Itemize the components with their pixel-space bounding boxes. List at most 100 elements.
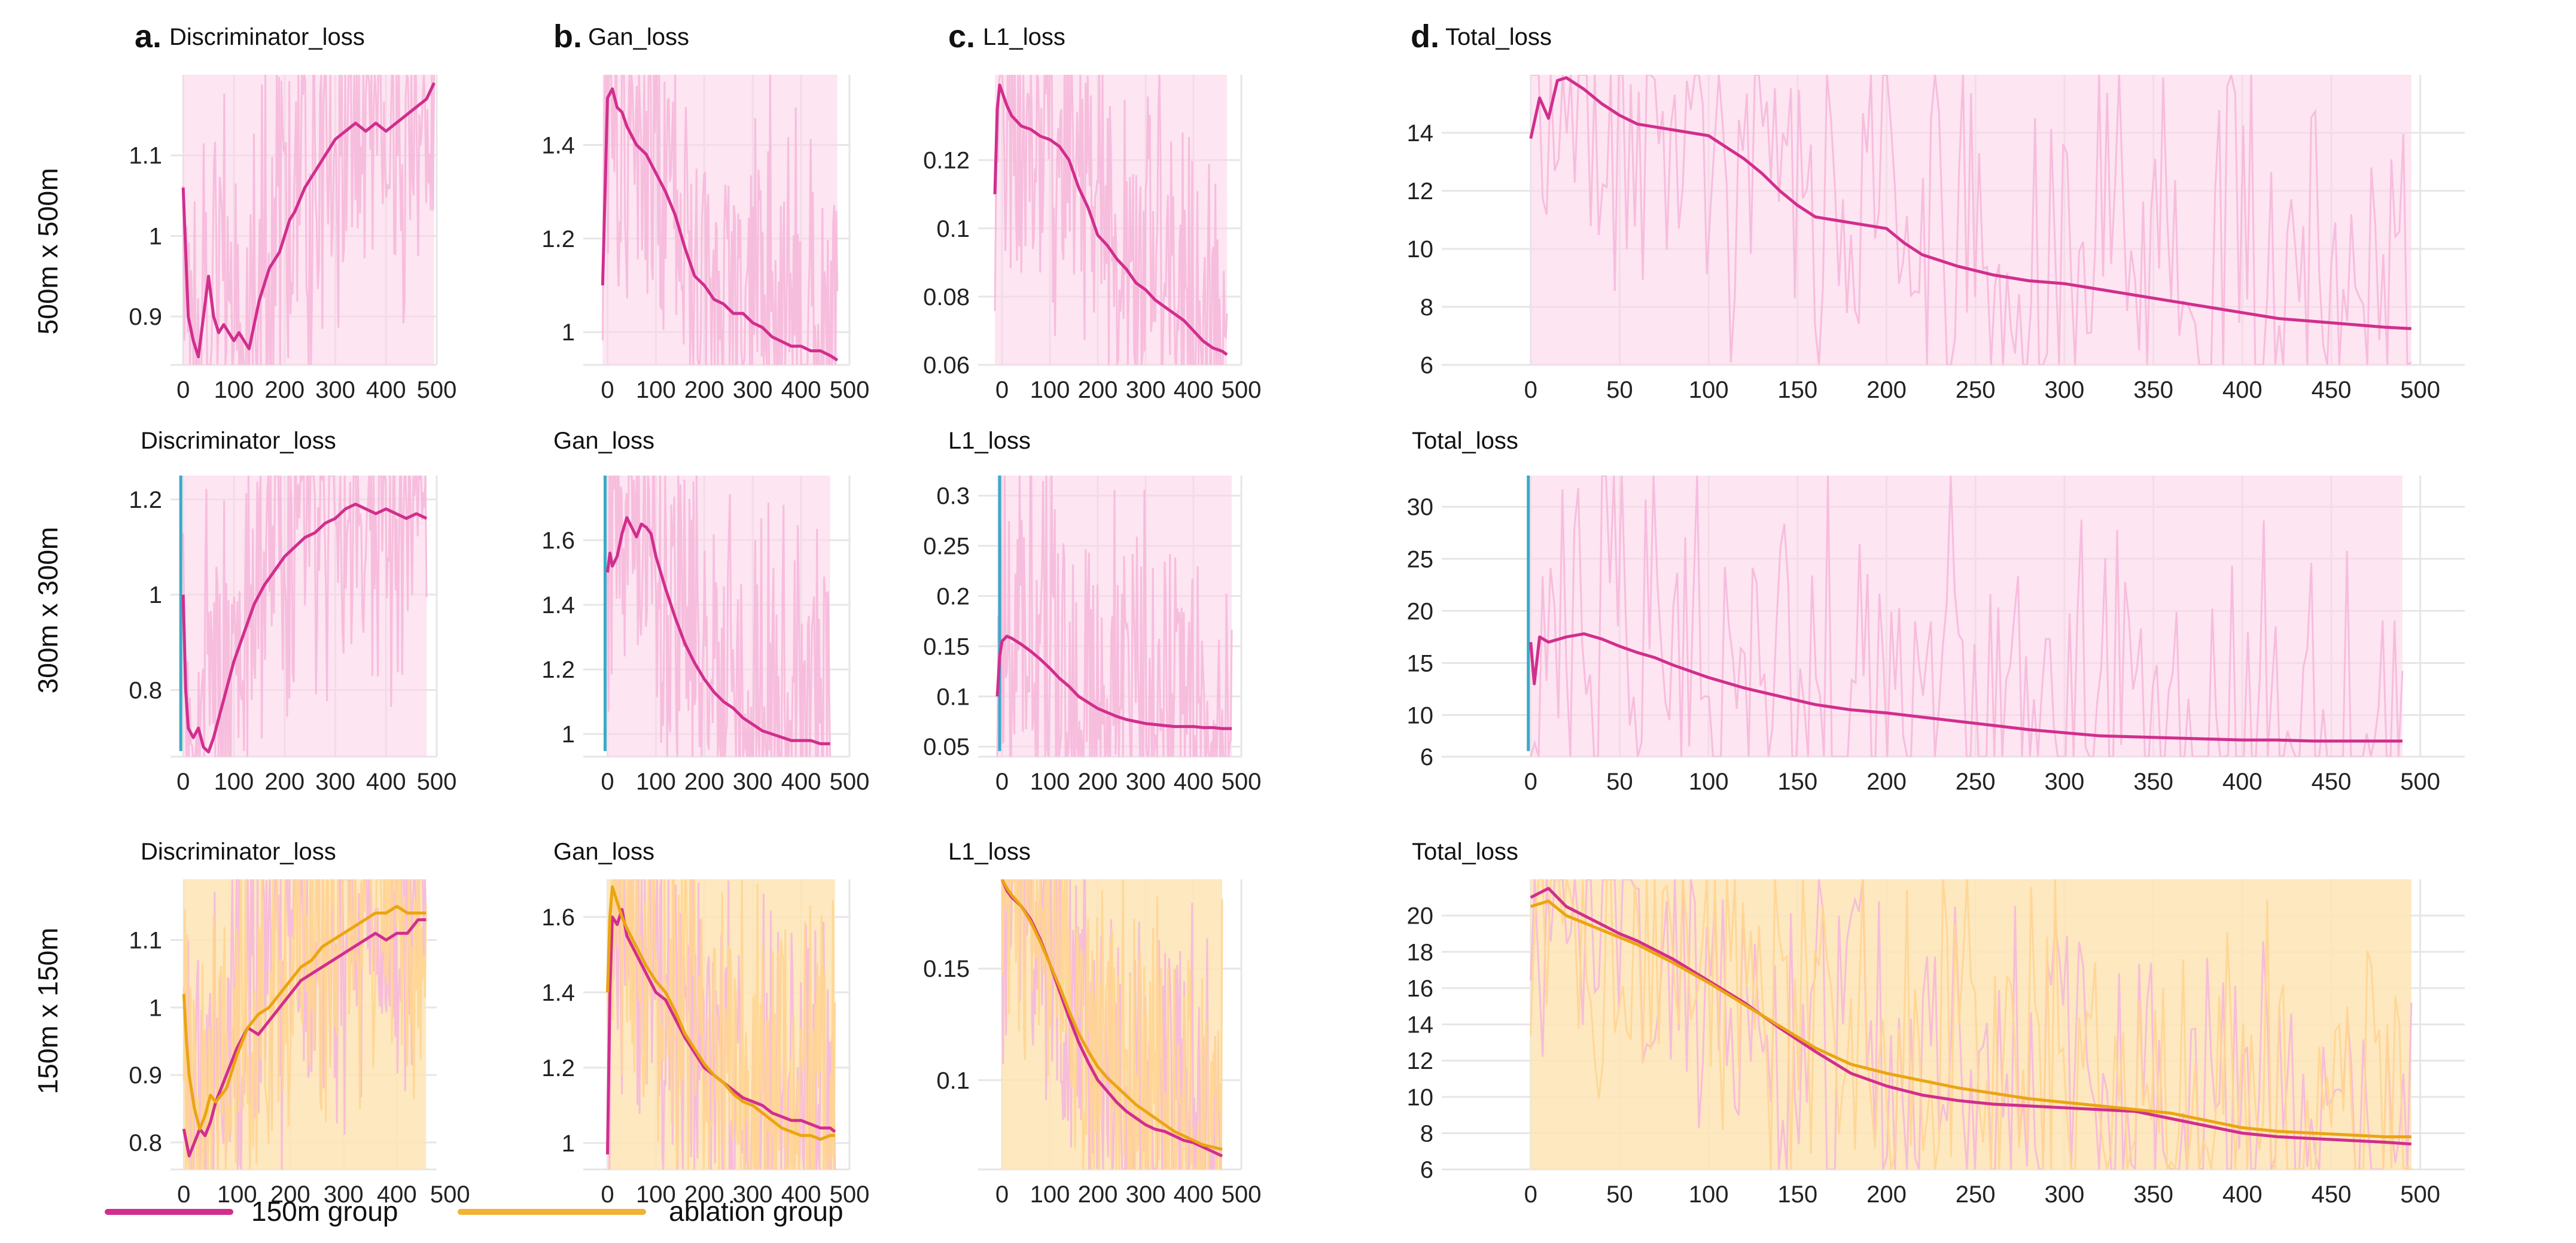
y-tick-label: 0.1 <box>936 216 970 242</box>
panel-c_500: 0 100 200 300 400 500 0.06 0.08 0.1 0.12 c. L1_loss <box>923 19 1261 403</box>
panel-title: Total_loss <box>1412 839 1518 865</box>
x-tick-label: 400 <box>1174 377 1214 403</box>
plot-area <box>601 75 839 365</box>
raw-series-ablation <box>1001 879 1223 1169</box>
plot-area <box>182 879 427 1169</box>
y-tick-label: 0.9 <box>129 1062 162 1089</box>
x-tick-label: 200 <box>264 769 305 795</box>
x-tick-label: 150 <box>1777 1181 1817 1208</box>
y-tick-label: 16 <box>1407 976 1434 1002</box>
y-tick-label: 1 <box>149 582 162 608</box>
x-tick-label: 0 <box>601 769 614 795</box>
x-tick-label: 500 <box>1222 377 1262 403</box>
x-tick-label: 450 <box>2312 377 2352 403</box>
series-line-150m-group <box>995 635 1232 730</box>
row-label-300m: 300m x 300m <box>32 527 63 694</box>
y-tick-label: 0.8 <box>129 1130 162 1156</box>
x-tick-label: 300 <box>733 769 773 795</box>
plot-area <box>605 879 836 1169</box>
y-tick-label: 1 <box>562 319 575 346</box>
x-tick-label: 300 <box>1126 1181 1166 1208</box>
x-tick-label: 400 <box>2222 1181 2263 1208</box>
x-tick-label: 500 <box>417 769 457 795</box>
series-line-150m-group <box>181 502 428 754</box>
row-label-500m: 500m x 500m <box>32 168 63 335</box>
x-tick-label: 0 <box>1524 1181 1537 1208</box>
x-tick-label: 300 <box>2044 769 2084 795</box>
x-tick-label: 300 <box>1126 377 1166 403</box>
x-tick-label: 200 <box>684 1181 724 1208</box>
x-tick-label: 500 <box>830 769 870 795</box>
x-tick-label: 100 <box>1689 1181 1729 1208</box>
x-tick-label: 500 <box>1222 1181 1262 1208</box>
y-tick-label: 8 <box>1420 1120 1433 1147</box>
legend-label-150m: 150m group <box>251 1196 398 1227</box>
y-tick-label: 20 <box>1407 903 1434 930</box>
x-tick-label: 400 <box>1174 769 1214 795</box>
y-tick-label: 12 <box>1407 1048 1434 1074</box>
raw-series-primary <box>996 476 1233 757</box>
x-tick-label: 500 <box>830 377 870 403</box>
raw-series-primary <box>1530 879 2413 1169</box>
panel-title: Total_loss <box>1445 24 1552 50</box>
y-tick-label: 20 <box>1407 598 1434 624</box>
x-tick-label: 250 <box>1956 769 1996 795</box>
y-tick-label: 10 <box>1407 236 1434 263</box>
panel-title: Gan_loss <box>553 428 654 454</box>
x-tick-label: 50 <box>1606 377 1633 403</box>
y-tick-label: 18 <box>1407 939 1434 965</box>
x-tick-label: 0 <box>601 377 614 403</box>
x-tick-label: 300 <box>324 1181 364 1208</box>
panel-title: Discriminator_loss <box>141 839 336 865</box>
y-tick-label: 1.2 <box>541 1055 575 1081</box>
series-line-150m-group <box>182 918 427 1157</box>
x-tick-label: 100 <box>217 1181 257 1208</box>
panel-title: Discriminator_loss <box>141 428 336 454</box>
raw-series-primary <box>601 75 839 365</box>
y-tick-label: 0.12 <box>923 148 970 174</box>
x-tick-label: 450 <box>2312 769 2352 795</box>
y-tick-label: 1.4 <box>541 980 575 1006</box>
x-tick-label: 100 <box>1689 769 1729 795</box>
panel-a_300: 0 100 200 300 400 500 0.8 1 1.2 Discriminator_los… <box>129 428 456 795</box>
panel-c_150: 0 100 200 300 400 500 0.1 0.15 L1_loss <box>923 839 1261 1208</box>
x-tick-label: 350 <box>2133 769 2173 795</box>
x-tick-label: 350 <box>2133 377 2173 403</box>
y-tick-label: 25 <box>1407 546 1434 572</box>
raw-signal-area <box>1530 476 2403 757</box>
plot-area <box>603 476 832 757</box>
raw-series-primary <box>182 75 436 365</box>
plot-area <box>1530 879 2413 1169</box>
y-tick-label: 0.06 <box>923 352 970 379</box>
plot-area <box>179 476 428 757</box>
x-tick-label: 0 <box>601 1181 614 1208</box>
x-tick-label: 400 <box>781 1181 821 1208</box>
y-tick-label: 0.08 <box>923 284 970 310</box>
y-tick-label: 0.8 <box>129 677 162 703</box>
x-tick-label: 350 <box>2133 1181 2173 1208</box>
panel-letter: a. <box>135 19 162 54</box>
panel-letter: b. <box>553 19 582 54</box>
x-tick-label: 400 <box>781 769 821 795</box>
plot-area <box>1527 476 2404 757</box>
x-tick-label: 200 <box>264 377 305 403</box>
y-tick-label: 15 <box>1407 650 1434 677</box>
series-line-150m-group <box>1529 632 2403 743</box>
panel-d_300: 0 50 100 150 200 250 300 350 400 450 500 6 10 15 20 25 3… <box>1407 428 2465 795</box>
y-tick-label: 6 <box>1420 352 1433 379</box>
x-tick-label: 0 <box>995 1181 1009 1208</box>
x-tick-label: 0 <box>1524 377 1537 403</box>
panel-title: Gan_loss <box>553 839 654 865</box>
raw-series-primary <box>182 476 428 757</box>
x-tick-label: 400 <box>2222 377 2263 403</box>
y-tick-label: 14 <box>1407 1012 1434 1038</box>
y-tick-label: 1.1 <box>129 928 162 954</box>
x-tick-label: 200 <box>270 1181 310 1208</box>
series-line-ablation-group <box>182 904 427 1131</box>
raw-series-primary <box>994 75 1228 365</box>
x-tick-label: 0 <box>176 769 190 795</box>
y-tick-label: 0.15 <box>923 633 970 660</box>
y-tick-label: 0.1 <box>936 684 970 710</box>
x-tick-label: 500 <box>2400 377 2440 403</box>
